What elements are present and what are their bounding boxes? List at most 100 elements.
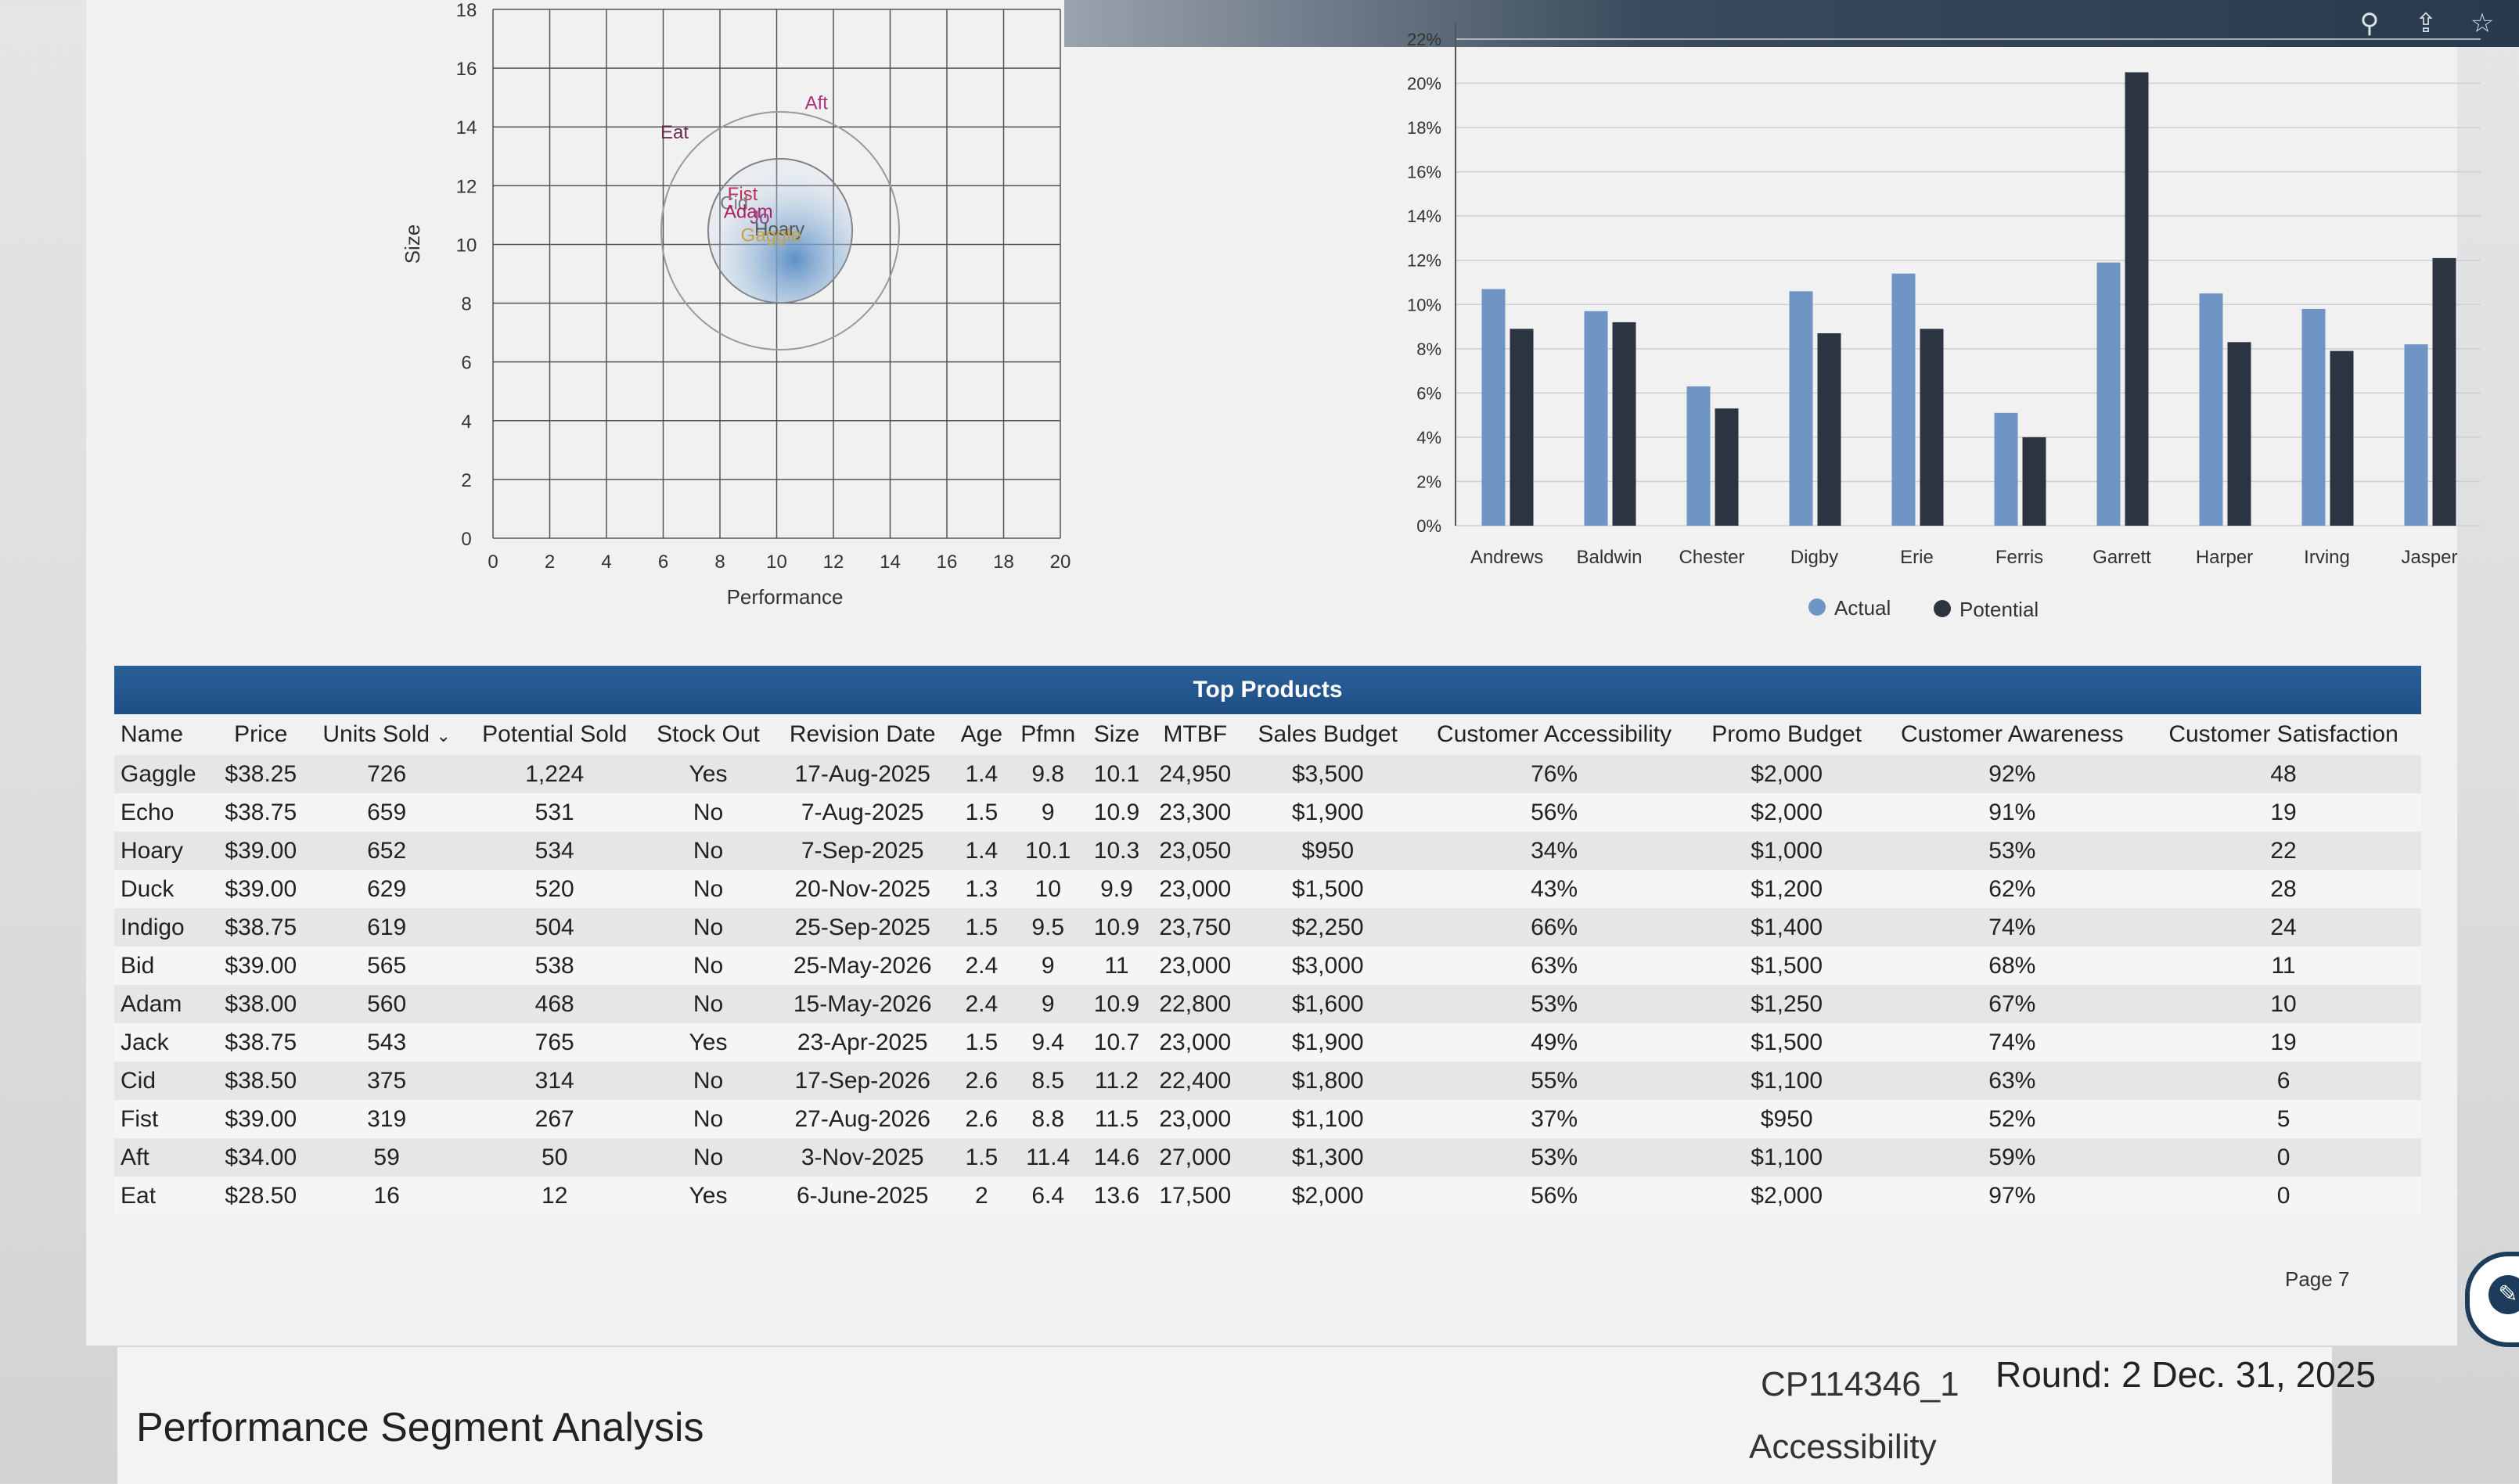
column-header-age[interactable]: Age — [952, 714, 1011, 755]
table-cell: 538 — [466, 947, 644, 985]
table-cell: $39.00 — [214, 1100, 308, 1138]
chat-icon: ✎ — [2488, 1275, 2519, 1314]
chat-button[interactable]: ✎ — [2465, 1252, 2519, 1347]
pmap-x-tick: 16 — [937, 552, 958, 573]
table-cell: 375 — [308, 1062, 466, 1100]
pmap-y-tick: 14 — [456, 117, 477, 138]
table-cell: 17,500 — [1148, 1177, 1243, 1215]
table-cell: 48 — [2146, 755, 2421, 793]
column-header-sales-budget[interactable]: Sales Budget — [1242, 714, 1414, 755]
table-cell: 43% — [1413, 870, 1695, 908]
table-cell: 504 — [466, 908, 644, 947]
pmap-x-tick: 6 — [658, 552, 668, 573]
column-header-label: Customer Satisfaction — [2168, 721, 2398, 747]
column-header-units-sold[interactable]: Units Sold ⌄ — [308, 714, 466, 755]
table-row: Indigo $38.75 619 504 No 25-Sep-2025 1.5 9.5 10.… — [114, 908, 2421, 947]
table-cell: 7-Aug-2025 — [772, 793, 952, 832]
table-cell: 24,950 — [1148, 755, 1243, 793]
share-icon[interactable]: ⇪ — [2414, 9, 2438, 38]
table-row: Bid $39.00 565 538 No 25-May-2026 2.4 9 11 23,000… — [114, 947, 2421, 985]
table-cell: $950 — [1242, 832, 1414, 870]
table-cell: 56% — [1413, 793, 1695, 832]
table-cell: 1.4 — [952, 832, 1011, 870]
column-header-label: Revision Date — [789, 721, 936, 747]
product-point-aft: Aft — [805, 93, 829, 114]
pmap-y-tick: 8 — [461, 294, 471, 315]
column-header-pfmn[interactable]: Pfmn — [1010, 714, 1085, 755]
pmap-y-tick: 4 — [461, 411, 471, 433]
column-header-size[interactable]: Size — [1085, 714, 1149, 755]
column-header-promo-budget[interactable]: Promo Budget — [1694, 714, 1879, 755]
table-cell: $1,100 — [1694, 1062, 1879, 1100]
column-header-revision-date[interactable]: Revision Date — [772, 714, 952, 755]
table-cell: $38.75 — [214, 908, 308, 947]
table-cell: 726 — [308, 755, 466, 793]
table-cell: 3-Nov-2025 — [772, 1138, 952, 1177]
column-header-label: Promo Budget — [1711, 721, 1862, 747]
column-header-price[interactable]: Price — [214, 714, 308, 755]
pmap-x-tick: 2 — [545, 552, 555, 573]
table-cell: $1,800 — [1242, 1062, 1414, 1100]
table-cell: 531 — [466, 793, 644, 832]
table-cell: 74% — [1878, 1023, 2147, 1062]
column-header-mtbf[interactable]: MTBF — [1148, 714, 1243, 755]
table-row: Eat $28.50 16 12 Yes 6-June-2025 2 6.4 13.6 17,50… — [114, 1177, 2421, 1215]
table-cell: $28.50 — [214, 1177, 308, 1215]
table-cell: No — [643, 870, 773, 908]
table-cell: No — [643, 832, 773, 870]
table-cell: 12 — [466, 1177, 644, 1215]
table-cell: $34.00 — [214, 1138, 308, 1177]
table-cell: 9.9 — [1085, 870, 1149, 908]
search-icon[interactable]: ⚲ — [2359, 9, 2380, 38]
table-cell: 11 — [2146, 947, 2421, 985]
table-cell: Duck — [114, 870, 214, 908]
table-cell: No — [643, 793, 773, 832]
table-cell: 22 — [2146, 832, 2421, 870]
column-header-customer-awareness[interactable]: Customer Awareness — [1878, 714, 2147, 755]
bar-y-tick: 6% — [1416, 383, 1441, 403]
table-cell: 6 — [2146, 1062, 2421, 1100]
table-cell: $2,000 — [1242, 1177, 1414, 1215]
table-cell: 92% — [1878, 755, 2147, 793]
table-cell: 314 — [466, 1062, 644, 1100]
table-cell: $1,000 — [1694, 832, 1879, 870]
table-cell: 53% — [1413, 1138, 1695, 1177]
table-cell: $38.00 — [214, 985, 308, 1023]
product-point-jo: Jo — [750, 207, 769, 228]
table-cell: 68% — [1878, 947, 2147, 985]
table-cell: 10.9 — [1085, 793, 1149, 832]
star-icon[interactable]: ☆ — [2470, 9, 2495, 38]
table-cell: $1,100 — [1242, 1100, 1414, 1138]
pmap-x-tick: 10 — [766, 552, 787, 573]
column-header-name[interactable]: Name — [114, 714, 214, 755]
table-cell: Yes — [643, 1177, 773, 1215]
table-cell: 63% — [1878, 1062, 2147, 1100]
table-cell: 53% — [1413, 985, 1695, 1023]
table-cell: 9 — [1010, 985, 1085, 1023]
market-share-chart: 0% 2% 4% 6% 8% 10% 12% 14% 16% 18% 20% 22% Andrews B… — [1407, 23, 2481, 621]
table-cell: 11.5 — [1085, 1100, 1149, 1138]
column-header-potential-sold[interactable]: Potential Sold — [466, 714, 644, 755]
column-header-customer-accessibility[interactable]: Customer Accessibility — [1413, 714, 1695, 755]
table-cell: 27,000 — [1148, 1138, 1243, 1177]
table-cell: 63% — [1413, 947, 1695, 985]
column-header-stock-out[interactable]: Stock Out — [643, 714, 773, 755]
bar-y-tick: 8% — [1416, 340, 1441, 359]
pmap-y-tick: 18 — [456, 0, 477, 21]
bar-actual-garrett — [2096, 262, 2121, 526]
pmap-x-tick: 20 — [1050, 552, 1071, 573]
product-point-eat: Eat — [660, 122, 689, 143]
table-row: Adam $38.00 560 468 No 15-May-2026 2.4 9 10.9 22,… — [114, 985, 2421, 1023]
table-cell: $2,250 — [1242, 908, 1414, 947]
column-header-customer-satisfaction[interactable]: Customer Satisfaction — [2146, 714, 2421, 755]
pmap-x-tick: 14 — [880, 552, 901, 573]
table-cell: 2.6 — [952, 1062, 1011, 1100]
table-cell: 1.4 — [952, 755, 1011, 793]
bar-category-label: Andrews — [1470, 547, 1543, 568]
table-cell: 267 — [466, 1100, 644, 1138]
table-cell: 619 — [308, 908, 466, 947]
table-cell: $950 — [1694, 1100, 1879, 1138]
bar-actual-harper — [2199, 293, 2223, 526]
table-cell: 565 — [308, 947, 466, 985]
sort-desc-icon[interactable]: ⌄ — [436, 726, 451, 746]
